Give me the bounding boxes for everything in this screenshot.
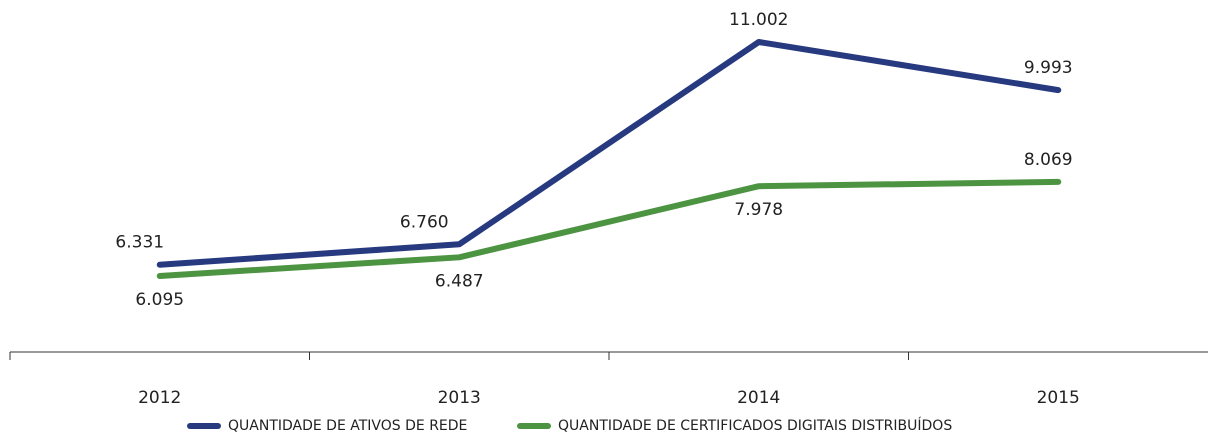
line [156, 178, 1062, 279]
x-tick-label: 2013 [438, 388, 481, 408]
data-label: 6.760 [400, 212, 449, 232]
data-label: 6.095 [135, 290, 184, 310]
data-label: 11.002 [729, 10, 788, 30]
data-label: 9.993 [1024, 58, 1073, 78]
data-label: 6.487 [435, 271, 484, 291]
data-label: 7.978 [734, 200, 783, 220]
x-tick-label: 2015 [1037, 388, 1080, 408]
data-label: 6.331 [115, 233, 164, 253]
line [156, 39, 1062, 268]
legend-label: QUANTIDADE DE CERTIFICADOS DIGITAIS DIST… [558, 417, 952, 434]
data-label: 8.069 [1024, 150, 1073, 170]
legend-label: QUANTIDADE DE ATIVOS DE REDE [228, 418, 467, 434]
x-tick-label: 2012 [138, 388, 181, 408]
x-tick-label: 2014 [737, 388, 780, 408]
